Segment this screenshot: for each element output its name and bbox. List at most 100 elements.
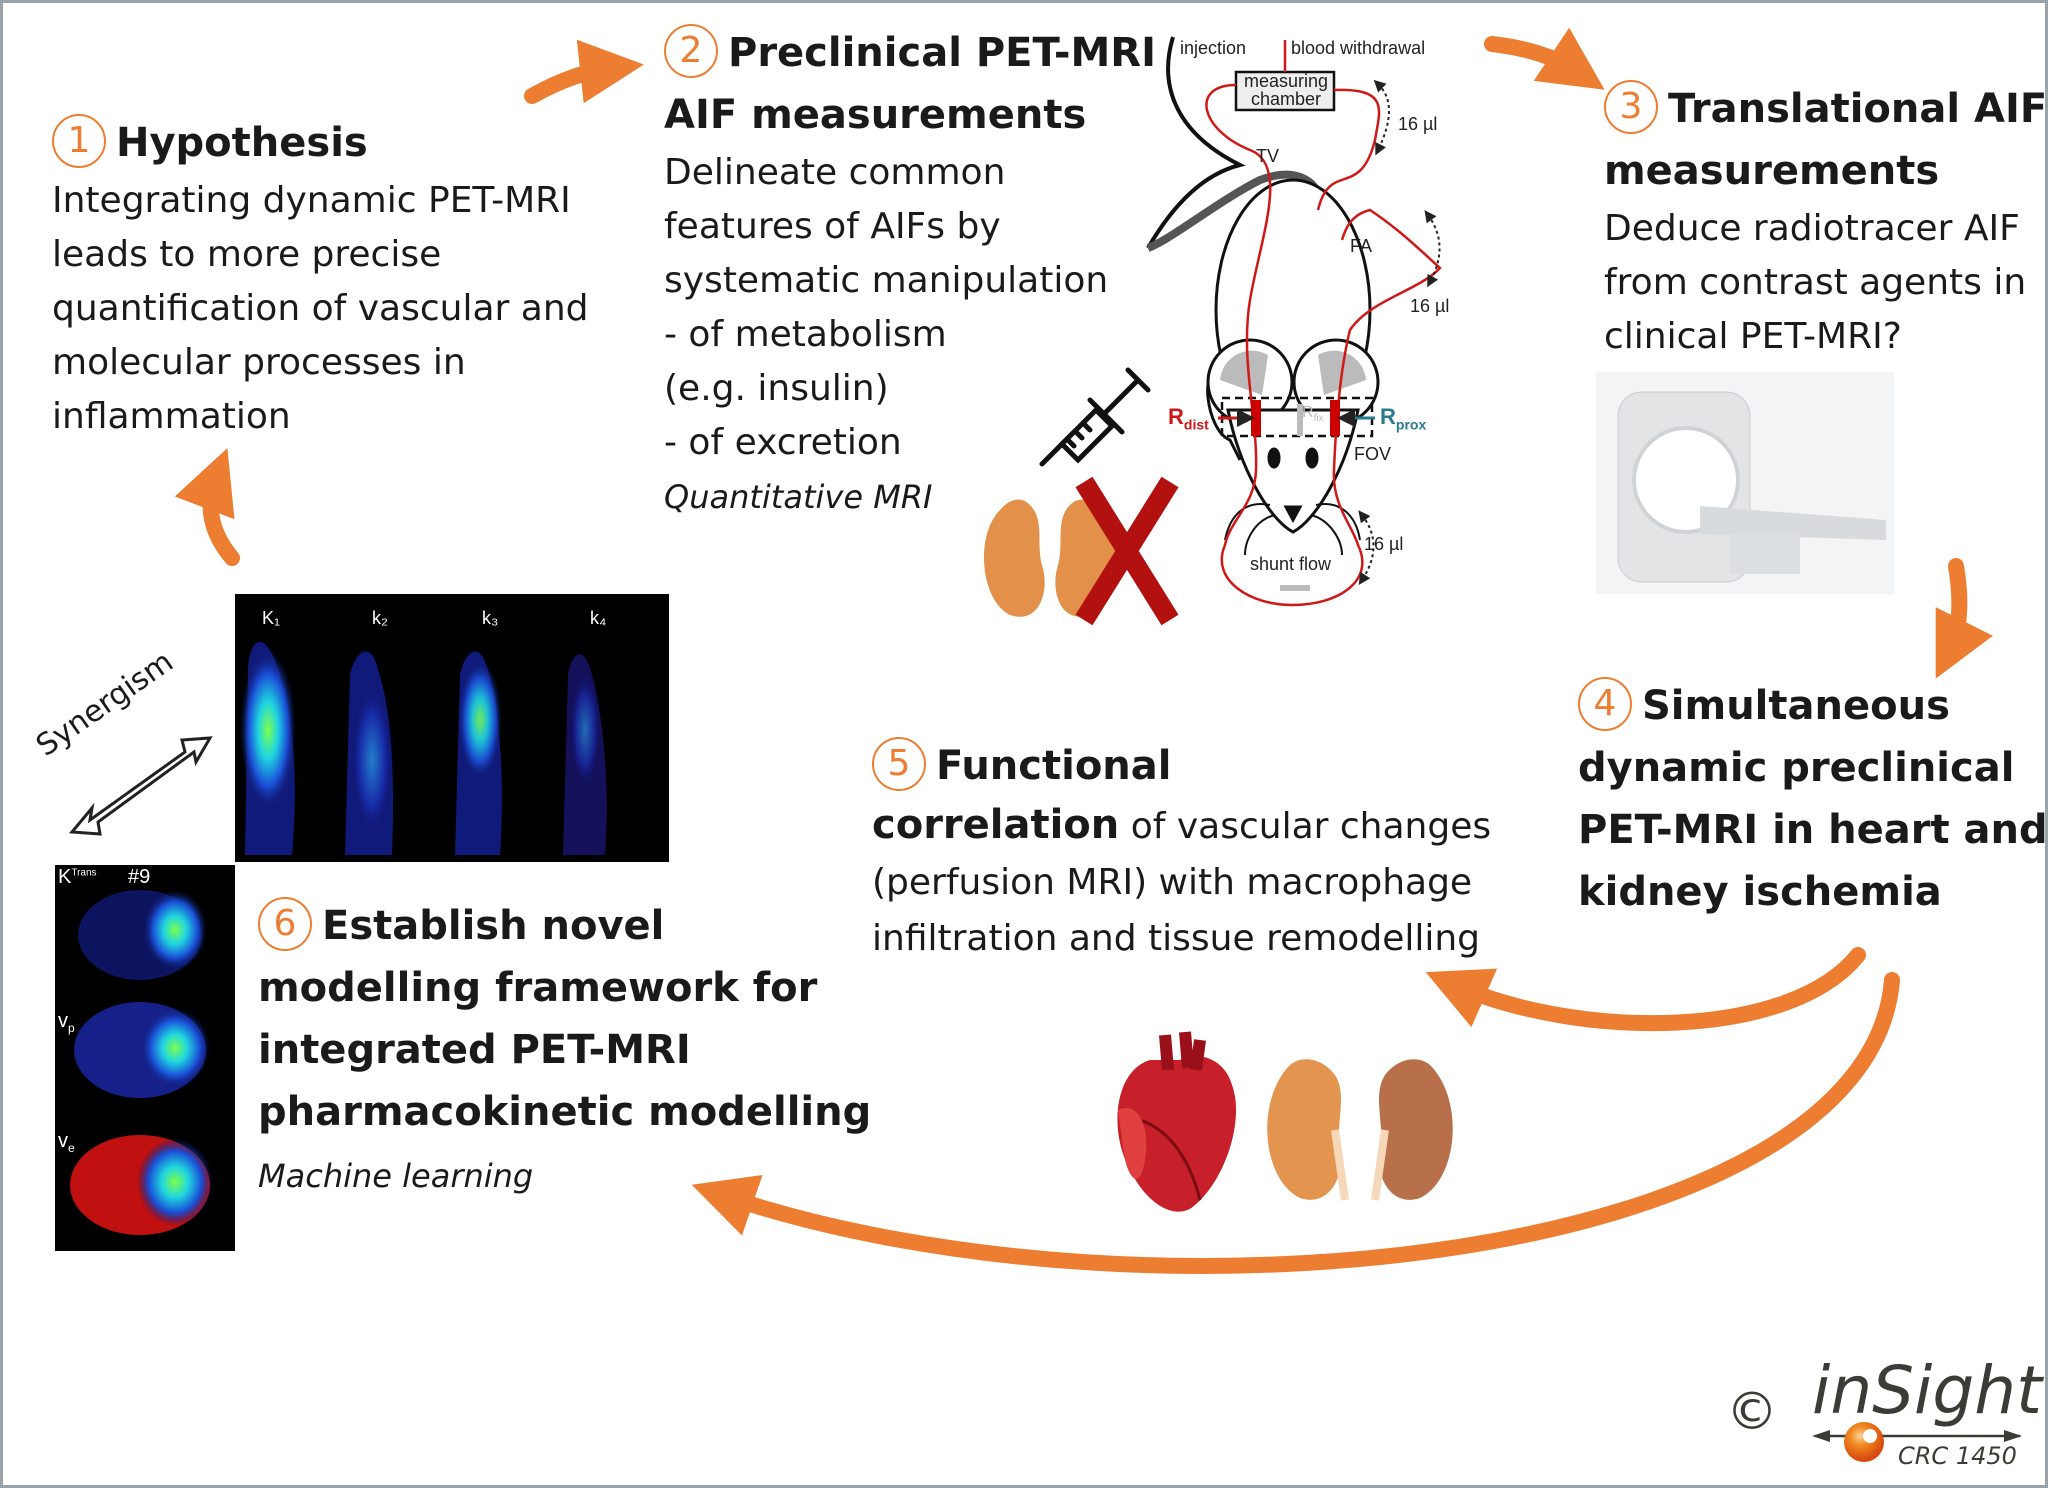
syringe-icon <box>1039 367 1151 467</box>
ktrans-main: K <box>58 866 72 888</box>
step-2-line: systematic manipulation <box>664 260 1109 301</box>
step-5-line: (perfusion MRI) with macrophage <box>872 862 1473 903</box>
param-label-vp: vp <box>58 1010 75 1035</box>
step-6-title-line: Establish novel <box>322 903 665 949</box>
label-blood-withdrawal: blood withdrawal <box>1291 38 1426 58</box>
vp-main: v <box>58 1010 68 1032</box>
synergism-double-arrow <box>68 736 213 836</box>
step-3-title-b: measurements <box>1604 148 1940 194</box>
step-3-title-a: Translational AIF <box>1668 86 2048 132</box>
step-5-line-1: correlation of vascular changes <box>872 797 1491 855</box>
step-4-title-line: Simultaneous <box>1642 683 1950 729</box>
step-2-preclinical: 2 Preclinical PET-MRI AIF measurements De… <box>664 22 1156 524</box>
step-1-line: quantification of vascular and <box>52 288 589 329</box>
arrow-6-to-1 <box>174 448 240 566</box>
heatmap-label-k1: K₁ <box>262 608 281 628</box>
mri-scanner-image <box>1596 372 1894 594</box>
label-r-prox: Rprox <box>1380 404 1426 432</box>
label-injection: injection <box>1180 38 1247 58</box>
perfusion-parameter-maps <box>55 865 235 1251</box>
step-5-title-a: Functional <box>936 743 1172 789</box>
pet-kinetic-maps <box>235 594 669 862</box>
heatmap-label-k2: k₂ <box>372 608 388 628</box>
step-2-title-b: AIF measurements <box>664 92 1087 138</box>
label-volume-1: 16 µl <box>1398 114 1438 134</box>
step-4-title-line: dynamic preclinical <box>1578 745 2015 791</box>
arrow-1-to-2 <box>524 39 644 104</box>
heatmap-label-k3: k₃ <box>482 608 499 628</box>
r-fix-sub: fix <box>1313 413 1324 425</box>
chamber-line-1: measuring <box>1243 71 1329 91</box>
step-6-title-line: modelling framework for <box>258 965 818 1011</box>
step-1-line: inflammation <box>52 396 291 437</box>
param-label-id: #9 <box>128 866 151 888</box>
logo-subtitle: CRC 1450 <box>1898 1442 2017 1470</box>
step-2-method: Quantitative MRI <box>664 478 933 516</box>
step-1-line: leads to more precise <box>52 234 442 275</box>
step-number-6: 6 <box>258 897 312 951</box>
step-2-line: features of AIFs by <box>664 206 1001 247</box>
step-1-line: molecular processes in <box>52 342 466 383</box>
step-number-3: 3 <box>1604 80 1658 134</box>
step-2-title-a: Preclinical PET-MRI <box>728 30 1156 76</box>
step-4-title-line: PET-MRI in heart and <box>1578 807 2048 853</box>
step-6-title-line: pharmacokinetic modelling <box>258 1089 872 1135</box>
kidneys-icon <box>1267 1059 1453 1201</box>
label-volume-3: 16 µl <box>1364 534 1404 554</box>
step-3-line: clinical PET-MRI? <box>1604 316 1902 357</box>
step-5-line: infiltration and tissue remodelling <box>872 918 1481 959</box>
arrow-4-to-6 <box>691 972 1900 1274</box>
vp-sub: p <box>68 1021 75 1035</box>
step-1-title: 1 Hypothesis <box>52 112 589 174</box>
r-fix-main: R <box>1302 404 1314 421</box>
label-volume-2: 16 µl <box>1410 296 1450 316</box>
label-r-dist: Rdist <box>1168 404 1209 432</box>
step-6-title: 6 Establish novel <box>258 895 871 957</box>
r-prox-main: R <box>1380 404 1396 429</box>
step-3-line: Deduce radiotracer AIF <box>1604 208 2020 249</box>
param-label-ktrans: KTrans <box>58 866 97 889</box>
step-number-5: 5 <box>872 737 926 791</box>
step-4-title-line: kidney ischemia <box>1578 869 1942 915</box>
r-prox-sub: prox <box>1395 416 1427 433</box>
step-6-modelling: 6 Establish novel modelling framework for… <box>258 895 871 1209</box>
step-6-method: Machine learning <box>258 1157 534 1195</box>
step-5-rest: of vascular changes <box>1119 806 1492 847</box>
param-label-ve: ve <box>58 1130 75 1155</box>
arrow-4-to-5 <box>1425 947 1866 1032</box>
step-4-simultaneous: 4 Simultaneous dynamic preclinical PET-MR… <box>1578 675 2048 923</box>
step-3-translational: 3 Translational AIF measurements Deduce r… <box>1604 78 2047 364</box>
step-3-line: from contrast agents in <box>1604 262 2027 303</box>
logo-name: inSight <box>1812 1352 2043 1429</box>
label-fov: FOV <box>1354 444 1392 464</box>
label-fa: FA <box>1350 236 1373 256</box>
step-4-title: 4 Simultaneous <box>1578 675 2048 737</box>
mouse-aif-schematic <box>1146 36 1380 556</box>
step-1-line: Integrating dynamic PET-MRI <box>52 180 571 221</box>
label-shunt-flow: shunt flow <box>1250 554 1332 574</box>
heatmap-label-k4: k₄ <box>590 608 607 628</box>
step-2-line: - of excretion <box>664 422 902 463</box>
step-number-4: 4 <box>1578 677 1632 731</box>
step-number-2: 2 <box>664 24 718 78</box>
step-2-title: 2 Preclinical PET-MRI <box>664 22 1156 84</box>
insight-logo <box>1812 1422 2022 1462</box>
arrow-2-to-3 <box>1484 27 1605 90</box>
step-5-functional: 5 Functional correlation of vascular chan… <box>872 735 1491 967</box>
label-measuring-chamber: measuring chamber <box>1242 72 1330 108</box>
step-1-title-text: Hypothesis <box>116 120 368 166</box>
step-2-line: (e.g. insulin) <box>664 368 889 409</box>
label-r-fix: Rfix <box>1302 404 1324 424</box>
arrow-3-to-4 <box>1935 558 1993 679</box>
step-5-title: 5 Functional <box>872 735 1491 797</box>
step-6-title-line: integrated PET-MRI <box>258 1027 691 1073</box>
step-2-line: - of metabolism <box>664 314 947 355</box>
step-1-hypothesis: 1 Hypothesis Integrating dynamic PET-MRI … <box>52 112 589 444</box>
ve-sub: e <box>68 1141 75 1155</box>
ktrans-sup: Trans <box>71 867 97 879</box>
step-number-1: 1 <box>52 114 106 168</box>
kidney-crossed-icon <box>983 476 1179 626</box>
step-5-title-b: correlation <box>872 802 1120 848</box>
